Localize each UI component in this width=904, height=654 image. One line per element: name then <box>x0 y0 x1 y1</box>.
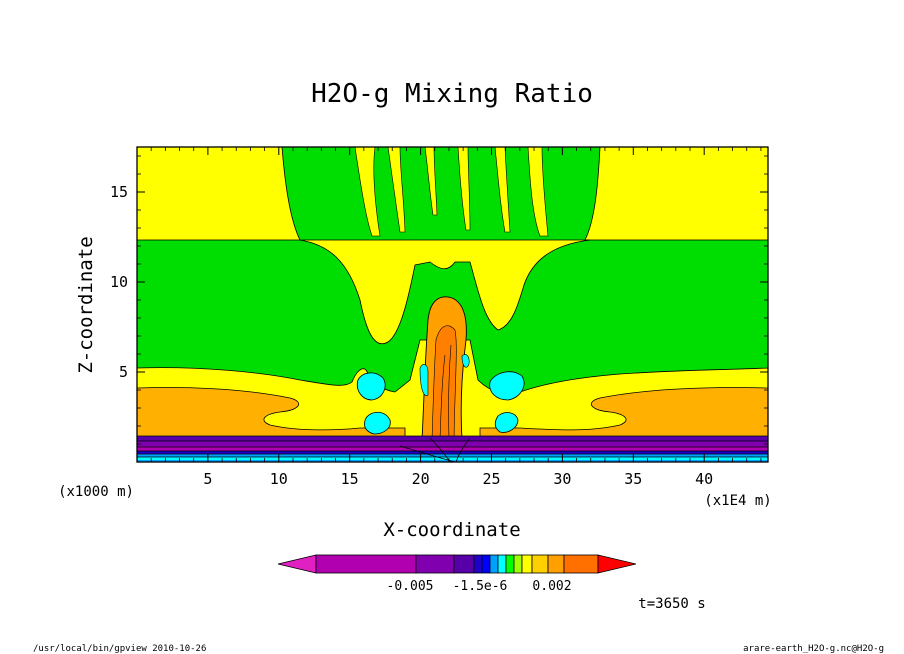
surface-band <box>137 451 768 454</box>
surface-band <box>137 436 768 441</box>
cyan-pocket <box>489 371 525 401</box>
x-tick-label: 30 <box>553 470 571 488</box>
x-unit-label: (x1E4 m) <box>704 493 771 509</box>
cyan-pocket <box>356 372 386 401</box>
streak <box>354 147 381 237</box>
streak <box>527 147 549 237</box>
x-tick-label: 20 <box>412 470 430 488</box>
orange-layer <box>137 387 406 441</box>
streak <box>424 147 438 216</box>
cyan-pocket <box>419 364 429 396</box>
x-tick-label: 5 <box>203 470 212 488</box>
surface-band <box>137 454 768 457</box>
surface-contours <box>137 435 768 462</box>
y-tick-label: 15 <box>110 183 128 201</box>
x-axis-label: X-coordinate <box>383 519 520 541</box>
upper-left-band <box>137 147 301 241</box>
colorbar-tick-labels: -0.005 -1.5e-6 0.002 <box>387 579 572 594</box>
y-axis-label: Z-coordinate <box>75 236 97 373</box>
surface-band <box>137 457 768 460</box>
colorbar-segment <box>415 554 455 574</box>
colorbar-arrow-low <box>277 554 317 574</box>
plume-core-line <box>439 344 452 441</box>
surface-band <box>137 441 768 447</box>
colorbar-segment <box>489 554 499 574</box>
cyan-pocket <box>494 412 519 433</box>
colorbar-segment <box>473 554 483 574</box>
time-label: t=3650 s <box>638 596 705 612</box>
anvil <box>299 239 591 345</box>
streak <box>457 147 471 231</box>
x-tick-label: 15 <box>341 470 359 488</box>
footer-right: arare-earth_H2O-g.nc@H2O-g <box>743 644 884 654</box>
plume-core-inner <box>431 325 457 441</box>
heatmap-field <box>137 147 768 462</box>
colorbar-segment <box>521 554 533 574</box>
colorbar-segment <box>547 554 565 574</box>
colorbar-tick-label: 0.002 <box>532 579 571 594</box>
colorbar-segment <box>315 554 417 574</box>
colorbar-tick-label: -1.5e-6 <box>453 579 508 594</box>
colorbar-segment <box>453 554 475 574</box>
cyan-pocket <box>364 411 391 435</box>
y-axis: 5 10 15 <box>110 155 768 445</box>
colorbar-segment <box>513 554 523 574</box>
colorbar <box>277 554 637 574</box>
colorbar-segment <box>481 554 491 574</box>
y-tick-label: 5 <box>119 363 128 381</box>
colorbar-segment <box>563 554 599 574</box>
x-tick-label: 35 <box>624 470 642 488</box>
colorbar-arrow-high <box>597 554 637 574</box>
streak <box>387 147 406 233</box>
colorbar-segment <box>497 554 507 574</box>
colorbar-tick-label: -0.005 <box>387 579 434 594</box>
streak <box>494 147 511 233</box>
surface-band <box>137 447 768 451</box>
footer-left: /usr/local/bin/gpview 2010-10-26 <box>33 644 206 654</box>
x-tick-label: 25 <box>482 470 500 488</box>
cyan-pocket <box>461 354 470 368</box>
orange-layer <box>479 387 768 441</box>
plot-frame <box>136 146 769 463</box>
upper-right-band <box>584 147 768 241</box>
y-tick-label: 10 <box>110 273 128 291</box>
x-axis: 5 10 15 20 25 30 35 40 <box>150 147 762 488</box>
y-unit-label: (x1000 m) <box>58 484 134 500</box>
x-tick-label: 40 <box>695 470 713 488</box>
chart-title: H2O-g Mixing Ratio <box>311 79 593 109</box>
x-tick-label: 10 <box>270 470 288 488</box>
colorbar-segment <box>531 554 549 574</box>
colorbar-segment <box>505 554 515 574</box>
